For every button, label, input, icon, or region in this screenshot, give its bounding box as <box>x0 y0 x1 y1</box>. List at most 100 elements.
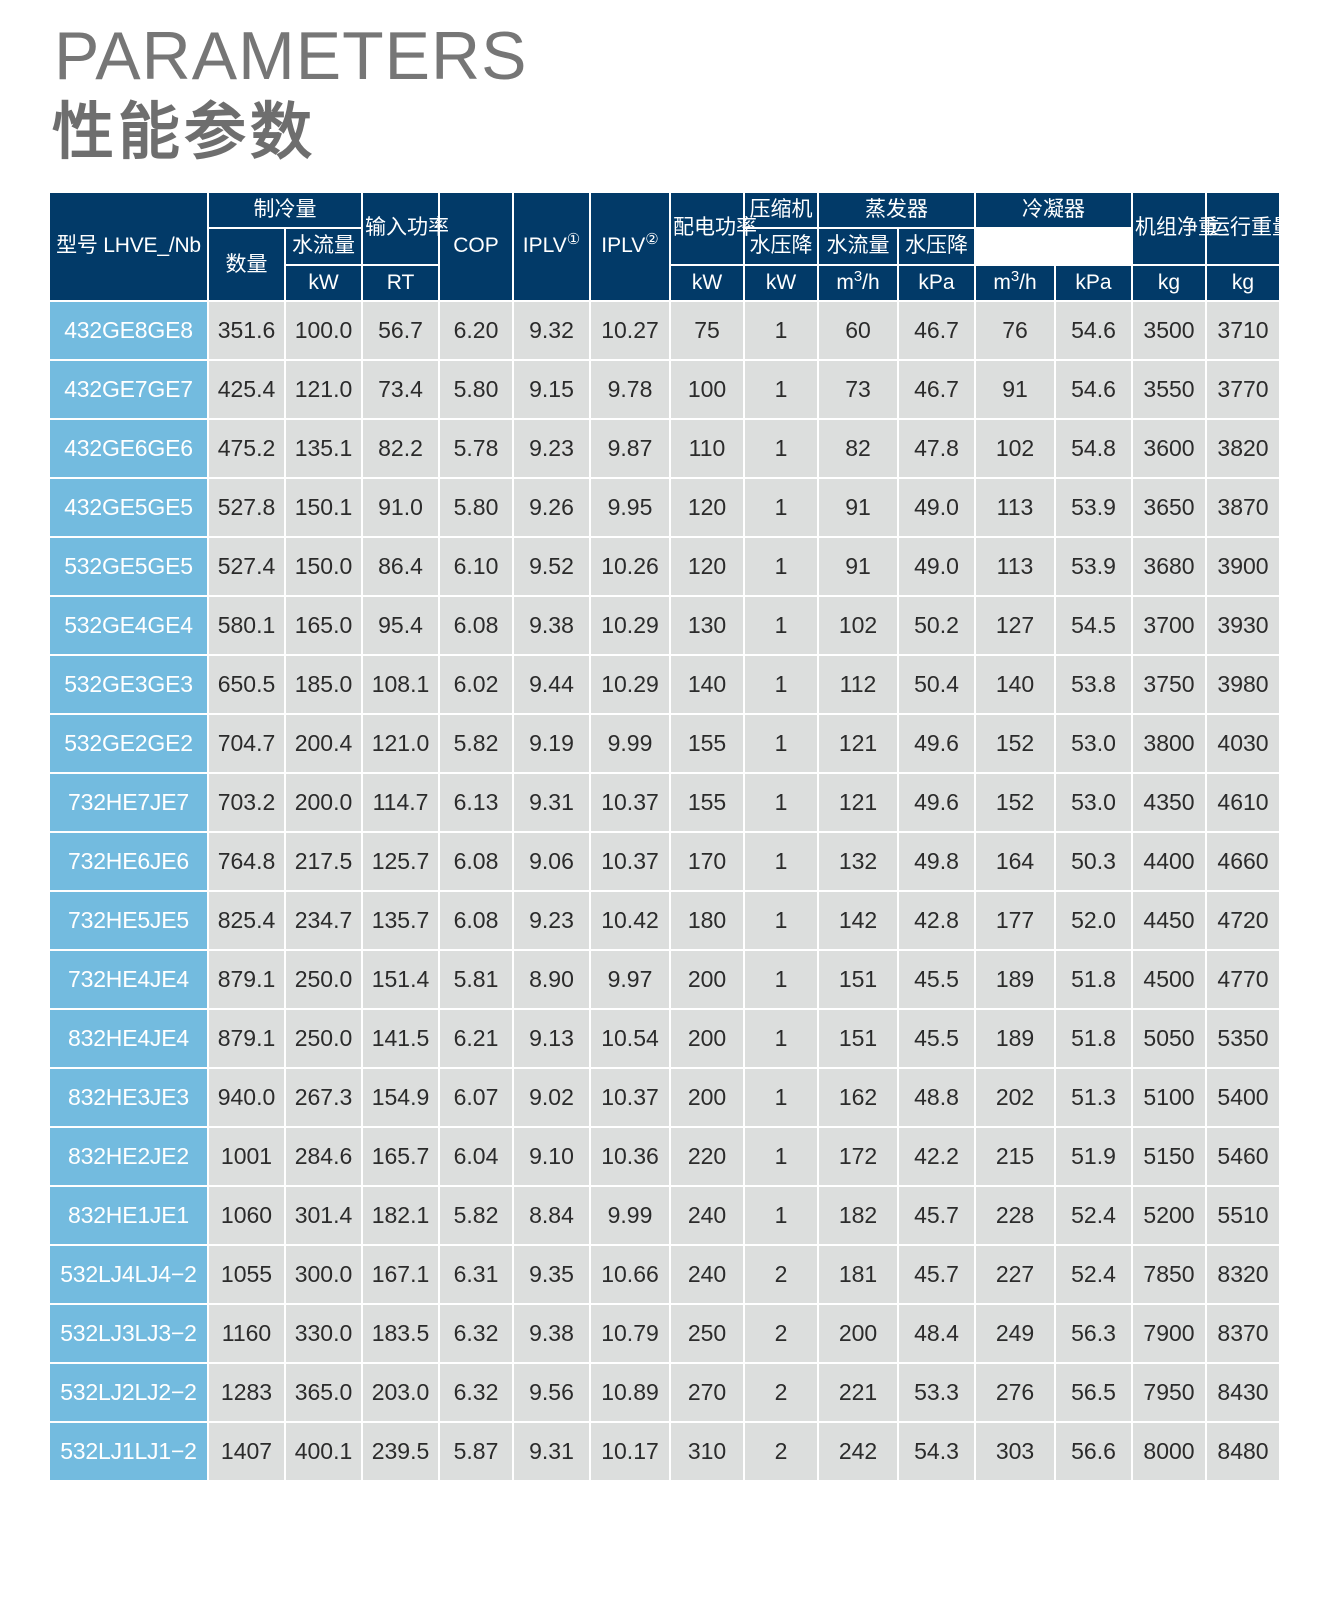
data-cell: 330.0 <box>286 1304 361 1362</box>
data-cell: 102 <box>819 596 897 654</box>
data-cell: 51.8 <box>1056 1009 1131 1067</box>
data-cell: 151 <box>819 950 897 1008</box>
data-cell: 9.38 <box>514 1304 589 1362</box>
data-cell: 121.0 <box>363 714 438 772</box>
data-cell: 167.1 <box>363 1245 438 1303</box>
data-cell: 150.0 <box>286 537 361 595</box>
data-cell: 46.7 <box>899 301 974 359</box>
table-row: 732HE6JE6 764.8 217.5 125.7 6.08 9.06 10.37 170… <box>50 832 1279 890</box>
data-cell: 9.99 <box>591 714 669 772</box>
data-cell: 189 <box>976 1009 1054 1067</box>
data-cell: 91 <box>819 478 897 536</box>
data-cell: 47.8 <box>899 419 974 477</box>
data-cell: 172 <box>819 1127 897 1185</box>
data-cell: 121 <box>819 714 897 772</box>
data-cell: 1 <box>745 891 817 949</box>
data-cell: 1 <box>745 773 817 831</box>
data-cell: 200.0 <box>286 773 361 831</box>
data-cell: 56.5 <box>1056 1363 1131 1421</box>
data-cell: 132 <box>819 832 897 890</box>
header-power-supply: 配电功率 <box>671 193 757 264</box>
data-cell: 9.15 <box>514 360 589 418</box>
data-cell: 8430 <box>1207 1363 1279 1421</box>
data-cell: 112 <box>819 655 897 713</box>
table-row: 732HE4JE4 879.1 250.0 151.4 5.81 8.90 9.97 200 1… <box>50 950 1279 1008</box>
data-cell: 170 <box>671 832 743 890</box>
data-cell: 9.10 <box>514 1127 589 1185</box>
data-cell: 9.32 <box>514 301 589 359</box>
data-cell: 140 <box>671 655 743 713</box>
data-cell: 152 <box>976 714 1054 772</box>
data-cell: 121.0 <box>286 360 361 418</box>
data-cell: 1 <box>745 596 817 654</box>
model-cell: 532GE3GE3 <box>50 655 207 713</box>
data-cell: 10.89 <box>591 1363 669 1421</box>
data-cell: 1055 <box>209 1245 284 1303</box>
data-cell: 220 <box>671 1127 743 1185</box>
table-row: 532GE2GE2 704.7 200.4 121.0 5.82 9.19 9.99 155 1… <box>50 714 1279 772</box>
data-cell: 141.5 <box>363 1009 438 1067</box>
data-cell: 54.6 <box>1056 301 1131 359</box>
data-cell: 303 <box>976 1422 1054 1480</box>
data-cell: 5.80 <box>440 360 512 418</box>
model-cell: 532LJ2LJ2−2 <box>50 1363 207 1421</box>
unit-condenser-kpa: kPa <box>1056 265 1131 300</box>
data-cell: 4720 <box>1207 891 1279 949</box>
data-cell: 54.6 <box>1056 360 1131 418</box>
header-iplv1-text: IPLV <box>522 234 567 258</box>
data-cell: 1283 <box>209 1363 284 1421</box>
data-cell: 73.4 <box>363 360 438 418</box>
table-row: 732HE7JE7 703.2 200.0 114.7 6.13 9.31 10.37 155… <box>50 773 1279 831</box>
data-cell: 310 <box>671 1422 743 1480</box>
header-row-2: 数量 水流量 水压降 水流量 水压降 <box>50 229 1279 300</box>
data-cell: 45.7 <box>899 1186 974 1244</box>
data-cell: 49.6 <box>899 773 974 831</box>
data-cell: 825.4 <box>209 891 284 949</box>
data-cell: 9.35 <box>514 1245 589 1303</box>
data-cell: 5.78 <box>440 419 512 477</box>
unit-operating-weight-kg: kg <box>1207 265 1279 300</box>
data-cell: 45.7 <box>899 1245 974 1303</box>
data-cell: 6.32 <box>440 1363 512 1421</box>
data-cell: 10.36 <box>591 1127 669 1185</box>
data-cell: 45.5 <box>899 950 974 1008</box>
data-cell: 185.0 <box>286 655 361 713</box>
header-iplv2: IPLV② <box>591 193 669 300</box>
table-row: 532LJ4LJ4−2 1055 300.0 167.1 6.31 9.35 10.66 24… <box>50 1245 1279 1303</box>
data-cell: 91 <box>819 537 897 595</box>
data-cell: 1160 <box>209 1304 284 1362</box>
table-row: 532LJ3LJ3−2 1160 330.0 183.5 6.32 9.38 10.79 25… <box>50 1304 1279 1362</box>
data-cell: 49.8 <box>899 832 974 890</box>
model-cell: 532GE2GE2 <box>50 714 207 772</box>
data-cell: 202 <box>976 1068 1054 1126</box>
data-cell: 1 <box>745 537 817 595</box>
unit-net-weight-kg: kg <box>1133 265 1205 300</box>
table-row: 532GE3GE3 650.5 185.0 108.1 6.02 9.44 10.29 140… <box>50 655 1279 713</box>
data-cell: 102 <box>976 419 1054 477</box>
unit-input-power-kw: kW <box>671 265 743 300</box>
data-cell: 9.56 <box>514 1363 589 1421</box>
data-cell: 1 <box>745 1009 817 1067</box>
unit-evaporator-kpa: kPa <box>899 265 974 300</box>
data-cell: 3930 <box>1207 596 1279 654</box>
data-cell: 49.0 <box>899 537 974 595</box>
model-cell: 732HE4JE4 <box>50 950 207 1008</box>
data-cell: 267.3 <box>286 1068 361 1126</box>
data-cell: 250 <box>671 1304 743 1362</box>
data-cell: 164 <box>976 832 1054 890</box>
data-cell: 82 <box>819 419 897 477</box>
data-cell: 53.3 <box>899 1363 974 1421</box>
data-cell: 49.6 <box>899 714 974 772</box>
data-cell: 152 <box>976 773 1054 831</box>
data-cell: 10.37 <box>591 1068 669 1126</box>
data-cell: 135.7 <box>363 891 438 949</box>
data-cell: 3800 <box>1133 714 1205 772</box>
unit-m3h-tail: /h <box>862 270 880 294</box>
data-cell: 3870 <box>1207 478 1279 536</box>
data-cell: 121 <box>819 773 897 831</box>
data-cell: 8000 <box>1133 1422 1205 1480</box>
data-cell: 650.5 <box>209 655 284 713</box>
data-cell: 301.4 <box>286 1186 361 1244</box>
data-cell: 3600 <box>1133 419 1205 477</box>
model-cell: 432GE7GE7 <box>50 360 207 418</box>
